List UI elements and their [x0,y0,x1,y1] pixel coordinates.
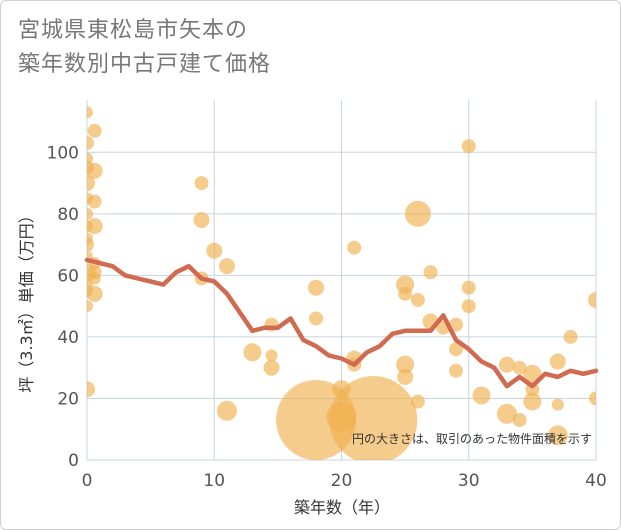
x-axis-label: 築年数（年） [294,498,390,517]
y-tick-label-1: 20 [57,389,79,409]
bubble-point [449,363,464,378]
bubble-point [87,218,103,235]
bubble-point [87,123,102,138]
bubble-point [549,353,566,370]
bubble-point [423,265,438,280]
x-tick-label-3: 30 [458,471,480,491]
y-tick-label-3: 60 [57,266,79,286]
bubble-point [243,343,262,362]
x-tick-label-0: 0 [82,471,93,491]
chart-title-line-2: 築年数別中古戸建て価格 [18,52,272,77]
tick-labels: 0 10 20 30 40 0 20 40 60 80 100 [47,143,607,491]
bubble-point [87,207,93,220]
bubble-point [588,292,596,308]
bubble-point [265,349,278,362]
bubble-point [87,237,94,252]
bubble-point [216,400,237,421]
y-tick-label-5: 100 [47,143,79,163]
bubble-point [194,176,209,191]
bubble-point [512,413,527,427]
bubble-point [193,212,210,228]
bubble-point [206,242,223,259]
size-note: 円の大きさは、取引のあった物件面積を示す [352,431,592,446]
bubble-point [461,299,476,314]
bubble-point [87,136,94,151]
bubble-point [308,279,325,296]
bubble-point [396,355,415,374]
y-axis-label: 坪（3.3㎡）単価（万円） [17,207,36,392]
bubble-point [398,286,413,301]
bubble-point [218,258,235,275]
bubble-point [563,329,578,344]
bubble-point [449,317,464,332]
bubble-point [410,293,425,307]
bubble-point [88,272,101,285]
bubble-point [87,381,95,398]
bubble-point [87,300,93,313]
chart-title: 宮城県東松島市矢本の 築年数別中古戸建て価格 [18,14,271,82]
bubble-point [404,200,431,227]
y-tick-label-4: 80 [57,205,79,225]
y-tick-label-2: 40 [57,328,79,348]
bubble-point [87,285,103,302]
x-tick-label-4: 40 [585,471,607,491]
bubble-point [589,391,596,406]
bubble-point [547,425,568,446]
bubble-point [498,356,515,373]
chart-title-line-1: 宮城県東松島市矢本の [18,18,249,43]
bubble-point [87,175,95,192]
bubble-point [461,280,476,295]
x-tick-label-2: 20 [331,471,353,491]
bubble-point [551,398,564,411]
bubble-point [347,240,362,255]
grid-lines [86,100,597,461]
x-tick-label-1: 10 [203,471,225,491]
bubble-point [523,364,542,383]
bubble-point [410,394,425,409]
trend-line [84,257,599,389]
bubble-point [512,360,527,375]
bubble-point [87,162,103,179]
bubble-point [523,392,542,411]
bubble-point [263,359,280,376]
bubble-point [397,368,414,385]
bubble-point [472,386,491,405]
y-tick-label-0: 0 [68,451,79,471]
bubble-point [496,403,517,424]
bubble-point [87,106,93,119]
bubble-point [329,376,418,460]
bubble-point [87,194,102,209]
bubble-point [461,139,476,154]
bubble-point [309,311,324,326]
bubble-point [449,342,464,357]
